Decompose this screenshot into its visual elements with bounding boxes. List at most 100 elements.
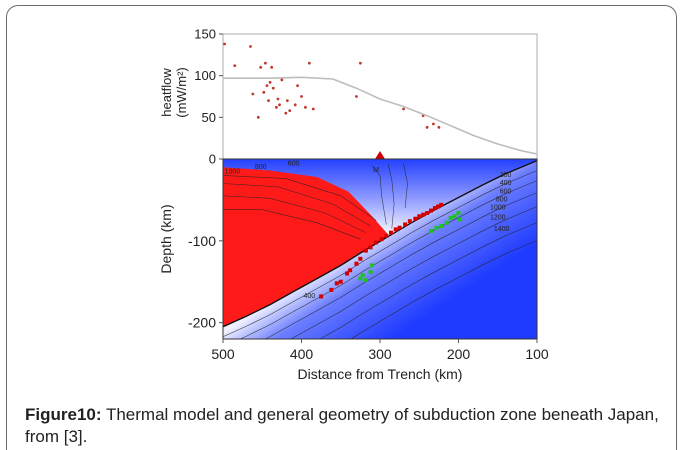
volcano-marker xyxy=(375,151,385,159)
heatflow-observation-point xyxy=(304,105,307,109)
heatflow-observation-point xyxy=(358,61,362,65)
earthquake-marker-red xyxy=(429,208,434,213)
earthquake-marker-red xyxy=(425,211,430,215)
isotherm-label: M xyxy=(373,167,379,174)
figure-graphic: 0 50 100 150 heatflow (mW/m²) 1000 800 600 M 20… xyxy=(158,27,549,383)
earthquake-marker-green xyxy=(368,269,373,274)
earthquake-marker-red xyxy=(374,240,379,245)
earthquake-marker-green xyxy=(448,215,453,220)
depth-tick-label: -200 xyxy=(188,315,216,331)
earthquake-marker-green xyxy=(452,214,457,219)
earthquake-marker-red xyxy=(413,216,418,221)
earthquake-marker-red xyxy=(407,219,412,224)
figure-card: 0 50 100 150 heatflow (mW/m²) 1000 800 600 M 20… xyxy=(6,5,677,450)
earthquake-marker-green xyxy=(456,211,461,215)
isotherm-line xyxy=(290,206,537,339)
distance-tick-label: 500 xyxy=(211,346,235,362)
isotherm-line xyxy=(223,170,537,337)
earthquake-marker-red xyxy=(329,287,334,292)
distance-tick-label: 300 xyxy=(368,346,392,362)
heatflow-observation-point xyxy=(265,84,269,88)
depth-tick-label: -100 xyxy=(188,233,216,249)
heatflow-observation-point xyxy=(276,97,280,101)
heatflow-observation-point xyxy=(256,115,260,119)
heatflow-observation-point xyxy=(296,84,299,88)
heatflow-panel: 0 50 100 150 heatflow (mW/m²) xyxy=(159,27,538,167)
earthquake-marker-red xyxy=(388,230,393,235)
isotherm-label: 1000 xyxy=(225,169,241,176)
heatflow-axis-label: heatflow xyxy=(159,68,174,117)
heatflow-observation-point xyxy=(263,61,267,65)
isotherm-line xyxy=(319,222,537,339)
heatflow-observation-point xyxy=(267,99,270,103)
earthquake-marker-red xyxy=(417,214,422,219)
isotherm-line xyxy=(350,240,537,339)
earthquake-marker-green xyxy=(358,276,363,281)
heatflow-observation-point xyxy=(437,125,441,129)
earthquake-marker-red xyxy=(363,248,368,253)
heatflow-observation-point xyxy=(285,99,289,103)
isotherm-line xyxy=(223,209,361,240)
heatflow-tick-label: 50 xyxy=(202,110,216,125)
earthquake-marker-red xyxy=(384,233,389,238)
subducting-slab-field xyxy=(223,160,537,339)
earthquake-marker-red xyxy=(421,212,426,217)
earthquake-marker-red xyxy=(397,225,402,230)
isotherm-line xyxy=(239,180,537,339)
earthquake-marker-red xyxy=(358,256,363,261)
heatflow-tick-label: 150 xyxy=(194,27,216,42)
isotherm-label: 400 xyxy=(500,180,512,187)
isotherm-label: 1400 xyxy=(494,226,510,233)
earthquake-marker-red xyxy=(319,294,324,299)
isotherm-label: 400 xyxy=(304,293,316,300)
cold-surface-field xyxy=(223,159,537,237)
earthquake-marker-red xyxy=(379,237,384,242)
earthquake-marker-green xyxy=(458,217,463,222)
earthquake-marker-red xyxy=(436,204,441,209)
heatflow-observation-point xyxy=(271,86,275,90)
earthquake-marker-red xyxy=(345,271,350,276)
earthquake-marker-red xyxy=(348,268,353,273)
distance-tick-label: 400 xyxy=(290,346,314,362)
heatflow-observation-point xyxy=(274,105,278,109)
earthquake-marker-red xyxy=(338,279,343,284)
isotherm-label: 600 xyxy=(500,188,512,195)
heatflow-observation-point xyxy=(300,95,303,98)
isotherm-label: 1200 xyxy=(490,215,506,222)
isotherm-line xyxy=(223,183,371,227)
heatflow-observation-point xyxy=(270,65,274,69)
heatflow-observation-point xyxy=(288,109,292,113)
heatflow-tick-label: 0 xyxy=(209,152,216,167)
isotherm-line xyxy=(371,165,387,225)
heatflow-observation-point xyxy=(284,111,288,115)
heatflow-frame xyxy=(222,33,538,160)
isotherm-line xyxy=(264,192,537,339)
earthquake-marker-green xyxy=(434,225,439,230)
heatflow-observation-point xyxy=(249,45,252,48)
earthquake-marker-green xyxy=(429,229,434,233)
isotherm-line xyxy=(403,163,408,209)
earthquake-marker-red xyxy=(354,261,359,266)
earthquake-marker-green xyxy=(360,273,365,278)
heatflow-axis-unit: (mW/m²) xyxy=(174,67,189,118)
heatflow-observation-point xyxy=(278,103,281,107)
earthquake-marker-red xyxy=(439,202,444,207)
heatflow-observation-point xyxy=(268,80,272,84)
isotherm-label: 200 xyxy=(500,172,512,179)
heatflow-observation-point xyxy=(355,95,358,98)
heatflow-tick-label: 100 xyxy=(194,68,216,83)
earthquake-marker-red xyxy=(403,222,408,227)
isotherm-line xyxy=(223,195,367,233)
earthquake-marker-red xyxy=(393,227,398,232)
isotherm-label: 800 xyxy=(255,164,267,171)
heatflow-observation-point xyxy=(431,122,435,126)
heatflow-observation-point xyxy=(251,92,255,96)
earthquake-marker-red xyxy=(432,206,437,211)
earthquake-marker-green xyxy=(370,263,375,268)
heatflow-observation-point xyxy=(307,61,311,65)
distance-tick-label: 200 xyxy=(447,346,471,362)
earthquake-marker-green xyxy=(439,224,444,229)
figure-caption-label: Figure10: xyxy=(25,405,102,424)
earthquake-marker-red xyxy=(368,245,373,250)
